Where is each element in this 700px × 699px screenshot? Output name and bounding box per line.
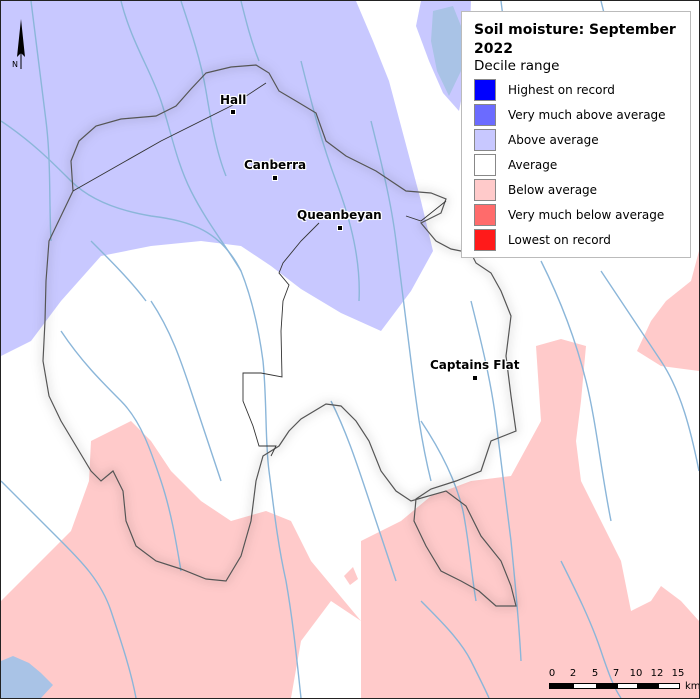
place-marker-canberra [273, 176, 277, 180]
legend-swatch [474, 154, 496, 176]
water-body [1, 656, 53, 698]
scale-tick-label: 7 [612, 668, 620, 679]
legend-swatch [474, 104, 496, 126]
scale-tick-label: 10 [629, 668, 643, 679]
above-average-region [1, 1, 433, 356]
north-label: N [12, 60, 18, 69]
map-legend: Soil moisture: September 2022 Decile ran… [461, 11, 691, 258]
legend-item-very-much-above: Very much above average [474, 104, 688, 128]
scale-segment [658, 683, 680, 689]
legend-swatch [474, 179, 496, 201]
below-average-region-south [1, 421, 361, 698]
act-border [72, 82, 447, 457]
legend-item-highest: Highest on record [474, 79, 688, 103]
place-marker-queanbeyan [338, 226, 342, 230]
below-average-region-southeast [361, 339, 699, 698]
very-much-above-patch [431, 6, 463, 96]
scale-segment [596, 683, 618, 689]
place-label-captains-flat: Captains Flat [430, 358, 520, 372]
scale-segment [637, 683, 659, 689]
place-label-hall: Hall [220, 93, 247, 107]
legend-item-above: Above average [474, 129, 688, 153]
legend-title: Soil moisture: September 2022 [474, 22, 676, 57]
scale-tick-label: 0 [548, 668, 556, 679]
place-marker-hall [231, 110, 235, 114]
legend-item-below: Below average [474, 179, 688, 203]
scale-tick-label: 15 [671, 668, 685, 679]
legend-swatch [474, 129, 496, 151]
catchment-boundary [42, 64, 517, 607]
below-average-patch [344, 567, 358, 585]
legend-label: Very much above average [508, 108, 666, 122]
scale-segment [573, 683, 597, 689]
below-average-region-east [637, 251, 699, 371]
scale-segment [617, 683, 638, 689]
legend-item-lowest: Lowest on record [474, 229, 688, 253]
legend-label: Very much below average [508, 208, 665, 222]
legend-swatch [474, 79, 496, 101]
north-arrow-icon [17, 19, 25, 69]
scale-segment [549, 683, 574, 689]
scale-tick-label: 12 [650, 668, 664, 679]
place-marker-captains-flat [473, 376, 477, 380]
legend-label: Highest on record [508, 83, 615, 97]
legend-label: Lowest on record [508, 233, 611, 247]
legend-swatch [474, 204, 496, 226]
legend-item-very-much-below: Very much below average [474, 204, 688, 228]
legend-label: Below average [508, 183, 598, 197]
legend-swatch [474, 229, 496, 251]
legend-label: Average [508, 158, 558, 172]
scale-unit: km [685, 681, 700, 692]
legend-label: Above average [508, 133, 599, 147]
place-label-queanbeyan: Queanbeyan [297, 208, 382, 222]
scale-tick-label: 5 [591, 668, 599, 679]
place-label-canberra: Canberra [244, 158, 307, 172]
legend-subtitle: Decile range [474, 58, 560, 74]
legend-item-average: Average [474, 154, 688, 178]
scale-bar: 0 2 5 7 10 12 15 km [547, 668, 700, 694]
scale-tick-label: 2 [569, 668, 577, 679]
